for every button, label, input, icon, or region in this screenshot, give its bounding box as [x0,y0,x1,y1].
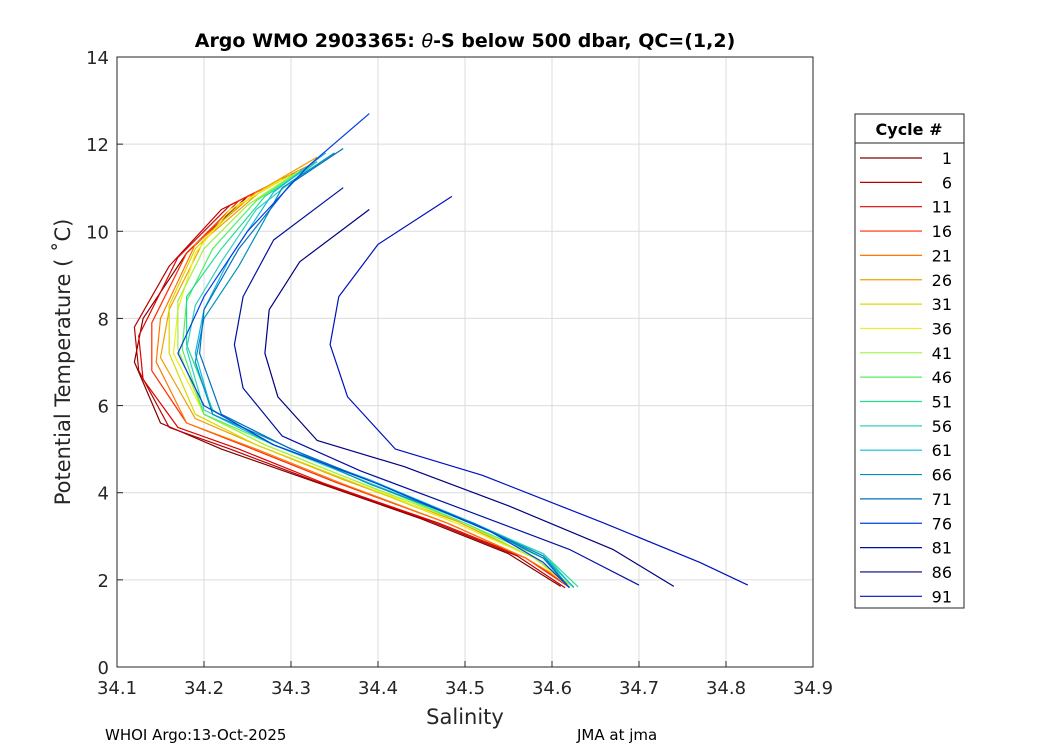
legend-label: 56 [932,417,952,436]
y-tick-label: 8 [98,309,109,330]
legend-label: 36 [932,319,952,338]
legend-label: 26 [932,271,952,290]
series-line-cycle-26 [159,156,575,588]
series-line-cycle-6 [133,174,566,589]
series-line-cycle-81 [233,187,640,586]
grid [116,56,814,668]
legend-label: 51 [932,393,952,412]
profile-lines [133,113,749,589]
plot-frame [116,56,814,668]
series-line-cycle-16 [151,161,570,588]
series-line-cycle-86 [264,209,675,587]
series-line-cycle-1 [133,165,562,587]
y-tick-label: 6 [98,397,109,418]
y-tick-labels: 0 2 4 6 8 10 12 14 [86,48,109,679]
series-line-cycle-31 [168,174,570,588]
series-line-cycle-66 [194,152,570,589]
legend-label: 1 [942,149,952,168]
legend-label: 76 [932,514,952,533]
x-tick-labels: 34.1 34.2 34.3 34.4 34.5 34.6 34.7 34.8 34.9 [97,678,833,699]
legend-label: 16 [932,222,952,241]
legend-label: 86 [932,563,952,582]
series-line-cycle-41 [177,169,575,588]
legend-label: 6 [942,173,952,192]
x-tick-label: 34.8 [706,678,746,699]
legend-label: 41 [932,344,952,363]
series-line-cycle-76 [177,113,570,589]
x-tick-label: 34.9 [793,678,833,699]
legend: Cycle # 16111621263136414651566166717681… [854,113,965,609]
footer-right: JMA at jma [577,726,658,744]
legend-label: 61 [932,441,952,460]
y-tick-label: 0 [98,658,109,679]
y-tick-label: 2 [98,571,109,592]
series-line-cycle-56 [186,161,575,589]
series-line-cycle-91 [329,195,749,586]
x-tick-label: 34.6 [532,678,572,699]
y-tick-label: 10 [86,222,109,243]
x-tick-label: 34.4 [358,678,398,699]
legend-label: 11 [932,198,952,217]
series-line-cycle-36 [172,178,570,588]
x-axis-label: Salinity [426,705,504,729]
y-tick-label: 4 [98,484,109,505]
legend-label: 21 [932,246,952,265]
series-line-cycle-11 [138,169,570,588]
legend-label: 91 [932,587,952,606]
y-axis-label: Potential Temperature ( ˚C) [51,219,75,506]
legend-label: 31 [932,295,952,314]
series-line-cycle-21 [155,165,575,588]
y-tick-label: 12 [86,135,109,156]
series-line-cycle-61 [194,152,575,588]
legend-title: Cycle # [876,120,943,139]
x-tick-label: 34.3 [271,678,311,699]
y-tick-label: 14 [86,48,109,69]
series-line-cycle-71 [199,148,570,589]
legend-label: 71 [932,490,952,509]
footer-left: WHOI Argo:13-Oct-2025 [105,726,287,744]
legend-box [854,113,965,609]
x-tick-label: 34.1 [97,678,137,699]
chart-title: Argo WMO 2903365: θ-S below 500 dbar, QC… [195,30,736,52]
x-tick-label: 34.2 [184,678,224,699]
legend-label: 46 [932,368,952,387]
legend-label: 66 [932,466,952,485]
legend-label: 81 [932,539,952,558]
x-tick-label: 34.5 [445,678,485,699]
series-line-cycle-46 [181,165,575,588]
x-tick-label: 34.7 [619,678,659,699]
